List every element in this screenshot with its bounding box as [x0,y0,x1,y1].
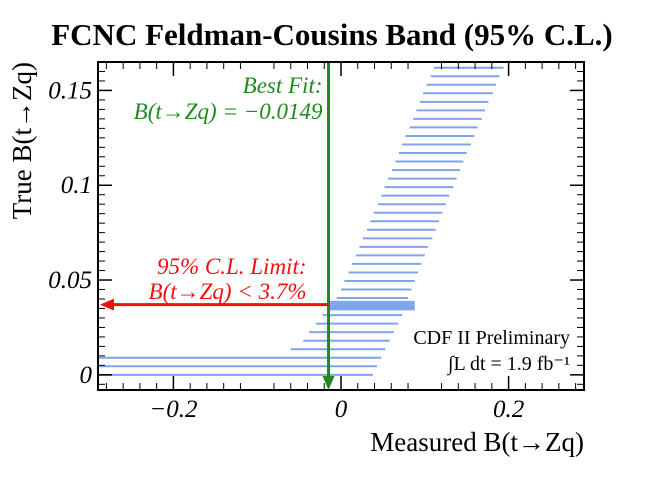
y-axis-label: True B(t→Zq) [7,62,37,219]
luminosity-label: ∫L dt = 1.9 fb⁻¹ [446,353,570,376]
x-tick-label: −0.2 [149,396,197,423]
best-fit-arrow-head [322,376,335,390]
limit-value: B(t→Zq) < 3.7% [149,279,307,304]
y-tick-label: 0.05 [48,267,92,294]
limit-label: 95% C.L. Limit: [157,254,307,279]
axis-ticks: −0.2 0 0.2 0 0.05 0.1 0.15 [48,62,584,423]
chart-title: FCNC Feldman-Cousins Band (95% C.L.) [51,17,613,52]
best-fit-value: B(t→Zq) = −0.0149 [134,99,323,124]
y-tick-label: 0.15 [48,77,92,104]
x-axis-label: Measured B(t→Zq) [370,427,584,457]
best-fit-label: Best Fit: [243,73,323,98]
limit-arrow-head [100,298,114,311]
x-tick-label: 0.2 [493,396,524,423]
x-tick-label: 0 [335,396,348,423]
experiment-label: CDF II Preliminary [413,327,570,349]
y-tick-label: 0 [80,362,93,389]
confidence-band [99,66,504,376]
y-tick-label: 0.1 [61,172,92,199]
